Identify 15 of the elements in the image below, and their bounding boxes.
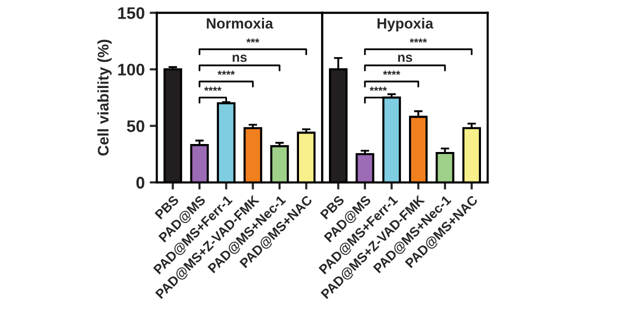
annotation: *** (246, 38, 260, 43)
annotation: **** (204, 86, 222, 91)
annotation: **** (218, 70, 235, 75)
annotation: ns (232, 54, 247, 62)
y-tick-label: 0 (136, 176, 144, 189)
annotation: **** (370, 86, 387, 91)
chart-title: Hypoxia (378, 18, 434, 32)
y-tick-label: 100 (118, 64, 144, 76)
annotation: **** (383, 70, 400, 75)
y-tick-label: 150 (118, 7, 144, 20)
y-axis-title: Cell viability (%) (97, 40, 112, 156)
y-tick-label: 50 (126, 120, 144, 132)
chart-title: Normoxia (206, 18, 274, 29)
annotation: **** (410, 38, 427, 43)
annotation: ns (398, 54, 412, 62)
